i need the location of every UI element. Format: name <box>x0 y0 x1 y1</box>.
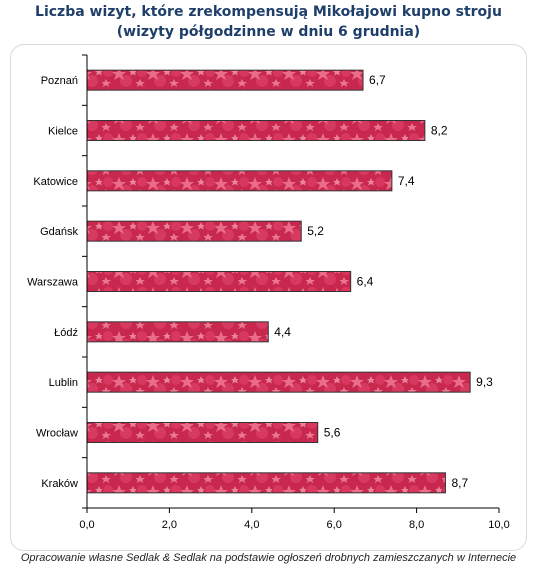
category-label: Wrocław <box>36 428 78 440</box>
x-tick-label: 2,0 <box>162 519 177 531</box>
source-note: Opracowanie własne Sedlak & Sedlak na po… <box>20 552 517 564</box>
bar-2 <box>86 120 426 141</box>
bar-3 <box>86 170 393 192</box>
data-label: 6,4 <box>357 275 374 289</box>
x-tick-label: 8,0 <box>409 519 424 531</box>
category-label: Kielce <box>48 126 78 138</box>
bar-1 <box>86 69 364 91</box>
category-label: Katowice <box>33 176 78 188</box>
category-label: Warszawa <box>27 277 79 289</box>
data-label: 9,3 <box>476 375 493 389</box>
category-label: Kraków <box>41 478 78 490</box>
x-tick-label: 10,0 <box>488 519 509 531</box>
data-label: 8,7 <box>451 476 468 490</box>
category-label: Gdańsk <box>40 226 78 238</box>
bar-6 <box>86 321 269 343</box>
x-tick-label: 4,0 <box>244 519 259 531</box>
bar-5 <box>86 271 352 292</box>
data-label: 7,4 <box>398 174 415 188</box>
bar-7 <box>86 371 471 393</box>
bar-9 <box>86 472 446 494</box>
chart-title: Liczba wizyt, które zrekompensują Mikoła… <box>35 4 502 20</box>
x-tick-label: 6,0 <box>327 519 342 531</box>
data-label: 4,4 <box>274 325 291 339</box>
chart-subtitle: (wizyty półgodzinne w dniu 6 grudnia) <box>116 24 421 40</box>
data-label: 8,2 <box>431 124 448 138</box>
x-tick-label: 0,0 <box>79 519 94 531</box>
data-label: 5,6 <box>324 426 341 440</box>
category-label: Łódź <box>54 327 78 339</box>
bar-4 <box>86 220 302 242</box>
data-label: 5,2 <box>307 224 324 238</box>
category-label: Lublin <box>49 377 78 389</box>
data-label: 6,7 <box>369 73 386 87</box>
bar-8 <box>86 422 319 443</box>
category-label: Poznań <box>41 75 78 87</box>
